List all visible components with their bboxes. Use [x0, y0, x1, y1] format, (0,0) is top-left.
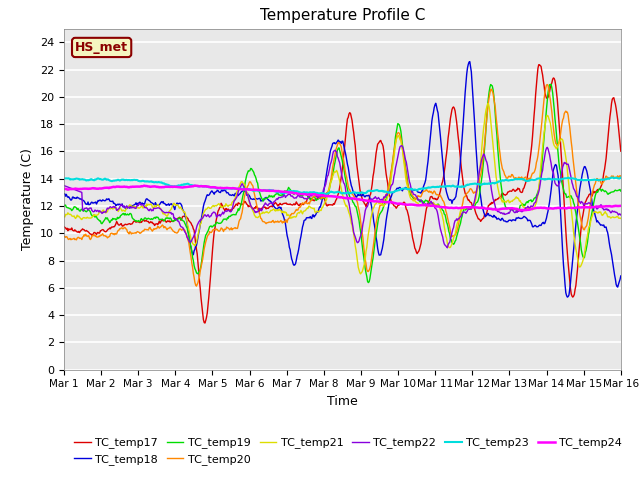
TC_temp23 — [127, 177, 135, 183]
TC_temp17 — [428, 194, 435, 200]
TC_temp24 — [411, 202, 419, 208]
TC_temp23 — [60, 176, 68, 181]
TC_temp23 — [411, 187, 419, 192]
TC_temp24 — [60, 186, 68, 192]
TC_temp19 — [411, 196, 419, 202]
TC_temp17 — [201, 320, 209, 326]
TC_temp21 — [356, 271, 364, 277]
TC_temp20 — [70, 236, 78, 241]
TC_temp18 — [426, 135, 434, 141]
Y-axis label: Temperature (C): Temperature (C) — [22, 148, 35, 250]
TC_temp21 — [484, 100, 492, 106]
TC_temp19 — [214, 220, 221, 226]
TC_temp17 — [60, 224, 68, 229]
TC_temp23 — [184, 181, 192, 187]
TC_temp21 — [617, 216, 625, 221]
TC_temp22 — [60, 183, 68, 189]
TC_temp22 — [127, 205, 135, 211]
TC_temp21 — [428, 202, 435, 207]
Line: TC_temp19: TC_temp19 — [64, 84, 621, 283]
TC_temp19 — [428, 201, 435, 207]
TC_temp23 — [617, 175, 625, 180]
Line: TC_temp22: TC_temp22 — [64, 145, 621, 248]
TC_temp19 — [184, 229, 192, 235]
TC_temp22 — [444, 245, 451, 251]
TC_temp22 — [214, 213, 221, 219]
Line: TC_temp20: TC_temp20 — [64, 84, 621, 286]
TC_temp19 — [365, 280, 372, 286]
TC_temp17 — [411, 245, 419, 251]
TC_temp17 — [127, 221, 135, 227]
TC_temp23 — [322, 191, 330, 197]
TC_temp22 — [411, 192, 419, 198]
TC_temp24 — [70, 186, 78, 192]
TC_temp24 — [520, 207, 528, 213]
Title: Temperature Profile C: Temperature Profile C — [260, 9, 425, 24]
TC_temp17 — [536, 62, 543, 68]
TC_temp17 — [70, 228, 78, 234]
TC_temp24 — [428, 203, 435, 209]
TC_temp20 — [60, 234, 68, 240]
TC_temp21 — [60, 214, 68, 219]
Text: HS_met: HS_met — [75, 41, 128, 54]
TC_temp22 — [70, 187, 78, 192]
TC_temp22 — [428, 198, 435, 204]
TC_temp21 — [70, 213, 78, 219]
TC_temp22 — [398, 143, 406, 148]
TC_temp24 — [617, 203, 625, 209]
TC_temp19 — [617, 188, 625, 194]
TC_temp18 — [184, 227, 192, 233]
TC_temp20 — [193, 283, 200, 289]
TC_temp17 — [617, 148, 625, 154]
TC_temp20 — [428, 189, 435, 194]
TC_temp18 — [410, 187, 418, 193]
TC_temp24 — [127, 184, 135, 190]
TC_temp23 — [609, 175, 616, 180]
TC_temp23 — [70, 176, 78, 182]
TC_temp19 — [547, 82, 555, 87]
TC_temp18 — [466, 59, 474, 64]
TC_temp18 — [214, 187, 221, 193]
TC_temp20 — [184, 237, 192, 242]
TC_temp20 — [411, 196, 419, 202]
TC_temp17 — [214, 208, 222, 214]
Legend: TC_temp17, TC_temp18, TC_temp19, TC_temp20, TC_temp21, TC_temp22, TC_temp23, TC_: TC_temp17, TC_temp18, TC_temp19, TC_temp… — [70, 433, 627, 469]
Line: TC_temp21: TC_temp21 — [64, 103, 621, 274]
TC_temp20 — [214, 228, 222, 234]
Line: TC_temp18: TC_temp18 — [64, 61, 621, 297]
TC_temp18 — [617, 273, 625, 279]
TC_temp22 — [184, 236, 192, 241]
TC_temp18 — [127, 203, 135, 208]
TC_temp24 — [184, 184, 192, 190]
TC_temp20 — [543, 82, 551, 87]
TC_temp19 — [70, 204, 78, 210]
TC_temp18 — [60, 191, 68, 197]
TC_temp17 — [184, 216, 192, 221]
TC_temp23 — [214, 185, 221, 191]
TC_temp18 — [564, 294, 572, 300]
Line: TC_temp17: TC_temp17 — [64, 65, 621, 323]
TC_temp24 — [214, 185, 222, 191]
TC_temp21 — [214, 202, 221, 208]
TC_temp18 — [70, 195, 78, 201]
Line: TC_temp24: TC_temp24 — [64, 186, 621, 210]
X-axis label: Time: Time — [327, 395, 358, 408]
TC_temp19 — [60, 203, 68, 209]
TC_temp24 — [191, 183, 198, 189]
TC_temp21 — [411, 198, 419, 204]
TC_temp23 — [428, 184, 435, 190]
TC_temp20 — [617, 174, 625, 180]
Line: TC_temp23: TC_temp23 — [64, 178, 621, 194]
TC_temp22 — [617, 212, 625, 218]
TC_temp20 — [127, 231, 135, 237]
TC_temp19 — [127, 212, 135, 217]
TC_temp21 — [184, 223, 192, 229]
TC_temp21 — [127, 203, 135, 209]
